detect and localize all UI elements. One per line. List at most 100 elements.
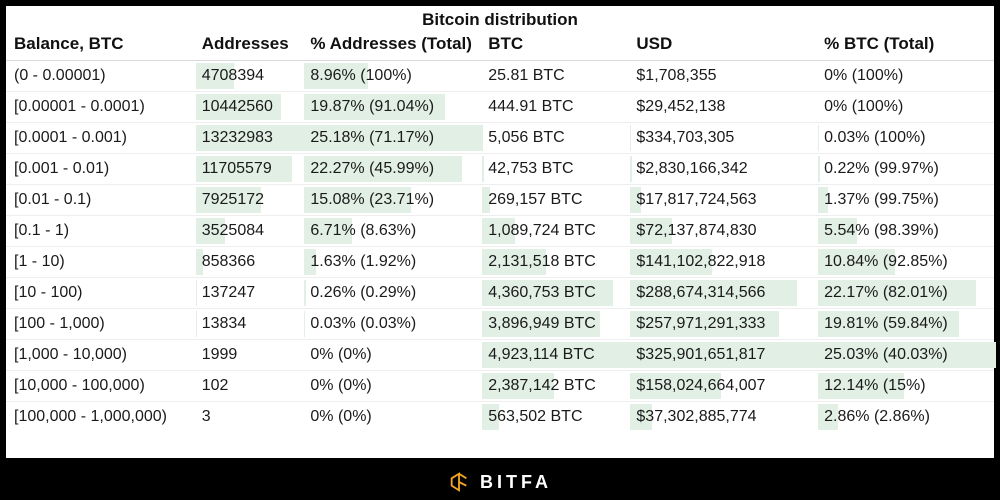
cell-pct_btc: 10.84% (92.85%) (816, 247, 994, 278)
cell-pct_addr: 22.27% (45.99%) (302, 154, 480, 185)
cell-pct_btc: 19.81% (59.84%) (816, 309, 994, 340)
cell-addr: 137247 (194, 278, 303, 309)
cell-text: 0.03% (100%) (824, 129, 925, 146)
cell-btc: 269,157 BTC (480, 185, 628, 216)
cell-addr: 7925172 (194, 185, 303, 216)
cell-pct_addr: 0% (0%) (302, 371, 480, 402)
cell-text: 0% (0%) (310, 408, 371, 425)
bar-fill (482, 156, 483, 182)
cell-text: 2,387,142 BTC (488, 377, 596, 394)
cell-usd: $325,901,651,817 (628, 340, 816, 371)
cell-addr: 10442560 (194, 92, 303, 123)
cell-usd: $334,703,305 (628, 123, 816, 154)
cell-balance: [0.01 - 0.1) (6, 185, 194, 216)
cell-text: 25.81 BTC (488, 67, 564, 84)
cell-text: 2,131,518 BTC (488, 253, 596, 270)
table-row: [1,000 - 10,000)19990% (0%)4,923,114 BTC… (6, 340, 994, 371)
cell-text: $257,971,291,333 (636, 315, 765, 332)
cell-btc: 2,387,142 BTC (480, 371, 628, 402)
cell-text: 1.63% (1.92%) (310, 253, 416, 270)
cell-pct_addr: 0.26% (0.29%) (302, 278, 480, 309)
cell-btc: 3,896,949 BTC (480, 309, 628, 340)
cell-btc: 5,056 BTC (480, 123, 628, 154)
bar-fill (630, 156, 632, 182)
cell-btc: 25.81 BTC (480, 61, 628, 92)
bar-fill (196, 280, 197, 306)
cell-usd: $288,674,314,566 (628, 278, 816, 309)
cell-text: 25.03% (40.03%) (824, 346, 948, 363)
col-header-btc: BTC (480, 32, 628, 61)
bar-fill (304, 280, 306, 306)
cell-text: 15.08% (23.71%) (310, 191, 434, 208)
cell-btc: 42,753 BTC (480, 154, 628, 185)
cell-text: 4708394 (202, 67, 264, 84)
table-row: [0.00001 - 0.0001)1044256019.87% (91.04%… (6, 92, 994, 123)
cell-text: 858366 (202, 253, 255, 270)
distribution-table: Balance, BTCAddresses% Addresses (Total)… (6, 32, 994, 432)
cell-text: 0% (100%) (824, 67, 903, 84)
brand-logo-icon (448, 471, 470, 493)
col-header-pct_btc: % BTC (Total) (816, 32, 994, 61)
cell-pct_btc: 0.22% (99.97%) (816, 154, 994, 185)
table-row: [0.01 - 0.1) 7925172 15.08% (23.71%) 269,15… (6, 185, 994, 216)
cell-text: 269,157 BTC (488, 191, 582, 208)
cell-balance: [1 - 10) (6, 247, 194, 278)
cell-btc: 4,360,753 BTC (480, 278, 628, 309)
table-row: [100 - 1,000) 13834 0.03% (0.03%) 3,896,949… (6, 309, 994, 340)
cell-btc: 2,131,518 BTC (480, 247, 628, 278)
footer-brand-text: BITFA (480, 472, 552, 493)
cell-balance: (0 - 0.00001) (6, 61, 194, 92)
cell-text: 0.22% (99.97%) (824, 160, 939, 177)
table-title: Bitcoin distribution (6, 6, 994, 32)
table-row: [1 - 10) 858366 1.63% (1.92%) 2,131,518 BTC… (6, 247, 994, 278)
bar-fill (818, 156, 820, 182)
cell-text: $158,024,664,007 (636, 377, 765, 394)
cell-pct_addr: 6.71% (8.63%) (302, 216, 480, 247)
cell-balance: [0.00001 - 0.0001) (6, 92, 194, 123)
cell-text: 3525084 (202, 222, 264, 239)
cell-usd: $17,817,724,563 (628, 185, 816, 216)
col-header-addr: Addresses (194, 32, 303, 61)
cell-usd: $1,708,355 (628, 61, 816, 92)
cell-text: 0% (0%) (310, 377, 371, 394)
cell-text: 42,753 BTC (488, 160, 573, 177)
table-row: [0.1 - 1)35250846.71% (8.63%)1,089,724 B… (6, 216, 994, 247)
cell-usd: $29,452,138 (628, 92, 816, 123)
cell-btc: 444.91 BTC (480, 92, 628, 123)
col-header-usd: USD (628, 32, 816, 61)
cell-text: 0.03% (0.03%) (310, 315, 416, 332)
cell-usd: $158,024,664,007 (628, 371, 816, 402)
cell-text: 12.14% (15%) (824, 377, 925, 394)
cell-text: 6.71% (8.63%) (310, 222, 416, 239)
table-row: [0.0001 - 0.001)1323298325.18% (71.17%)5… (6, 123, 994, 154)
cell-text: 13834 (202, 315, 247, 332)
cell-pct_btc: 0% (100%) (816, 92, 994, 123)
cell-text: $288,674,314,566 (636, 284, 765, 301)
cell-addr: 3 (194, 402, 303, 433)
cell-balance: [1,000 - 10,000) (6, 340, 194, 371)
table-row: (0 - 0.00001)47083948.96% (100%)25.81 BT… (6, 61, 994, 92)
cell-addr: 1999 (194, 340, 303, 371)
col-header-pct_addr: % Addresses (Total) (302, 32, 480, 61)
cell-text: 7925172 (202, 191, 264, 208)
cell-addr: 13834 (194, 309, 303, 340)
cell-balance: [100 - 1,000) (6, 309, 194, 340)
cell-text: $334,703,305 (636, 129, 734, 146)
cell-pct_btc: 12.14% (15%) (816, 371, 994, 402)
cell-text: 10.84% (92.85%) (824, 253, 948, 270)
table-panel: Bitcoin distribution Balance, BTCAddress… (6, 6, 994, 458)
cell-btc: 4,923,114 BTC (480, 340, 628, 371)
cell-usd: $257,971,291,333 (628, 309, 816, 340)
cell-balance: [0.0001 - 0.001) (6, 123, 194, 154)
cell-text: 22.27% (45.99%) (310, 160, 434, 177)
footer: BITFA (0, 464, 1000, 500)
cell-pct_btc: 1.37% (99.75%) (816, 185, 994, 216)
cell-text: $2,830,166,342 (636, 160, 747, 177)
cell-text: 4,360,753 BTC (488, 284, 596, 301)
cell-text: 19.81% (59.84%) (824, 315, 948, 332)
cell-text: 1.37% (99.75%) (824, 191, 939, 208)
cell-text: 3 (202, 408, 211, 425)
cell-text: $72,137,874,830 (636, 222, 756, 239)
table-row: [0.001 - 0.01)1170557922.27% (45.99%)42,… (6, 154, 994, 185)
cell-balance: [100,000 - 1,000,000) (6, 402, 194, 433)
